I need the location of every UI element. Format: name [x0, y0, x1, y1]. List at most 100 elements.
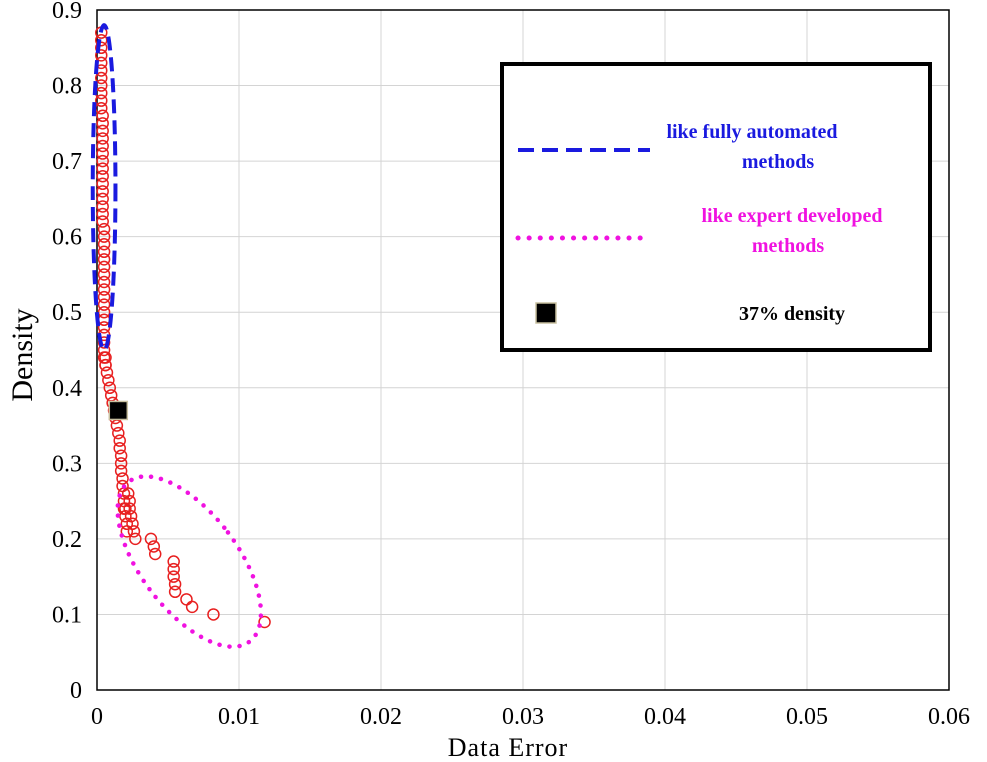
x-axis-label: Data Error [448, 733, 568, 762]
x-tick-label: 0.05 [786, 704, 828, 730]
data-point [97, 230, 111, 243]
data-point [96, 177, 109, 191]
data-point [112, 426, 125, 440]
data-point [144, 532, 158, 546]
x-tick-label: 0.06 [928, 704, 970, 730]
x-tick-label: 0.01 [218, 704, 260, 730]
data-point [102, 373, 115, 387]
data-point [97, 260, 111, 274]
data-point [129, 532, 142, 546]
y-tick-label: 0.5 [52, 300, 82, 326]
data-point [110, 419, 124, 432]
data-point [100, 366, 114, 379]
highlight-marker [108, 400, 129, 421]
data-point [96, 109, 109, 123]
y-tick-label: 0 [70, 678, 82, 704]
data-point [96, 132, 109, 145]
legend-expert-label: like expert developed [701, 205, 882, 227]
legend-box [500, 62, 932, 352]
tick-labels: 0 0.01 0.02 0.03 0.04 0.05 0.06 0 0.1 0.2 0.3 0.4 0.… [52, 0, 970, 730]
data-point [97, 298, 111, 311]
data-point [96, 185, 109, 198]
data-point [113, 434, 126, 447]
data-point [96, 139, 109, 153]
data-point [97, 283, 111, 296]
legend: like fully automated methods like expert… [500, 62, 932, 352]
data-point [103, 381, 117, 395]
data-point [97, 268, 111, 281]
data-point [127, 525, 141, 538]
data-point [119, 509, 132, 523]
data-points [95, 26, 271, 629]
y-axis-label: Density [6, 308, 39, 401]
data-point [95, 94, 108, 107]
data-point [113, 441, 126, 455]
y-tick-label: 0.8 [52, 74, 82, 100]
data-point [95, 41, 108, 55]
data-point [126, 517, 139, 531]
legend-automated-label-line2: methods [742, 151, 814, 173]
legend-square-marker [535, 302, 557, 324]
data-point [95, 49, 108, 62]
data-point [96, 169, 109, 183]
data-point [96, 162, 109, 175]
group-ellipses [90, 23, 264, 649]
data-point [120, 517, 134, 531]
data-point [258, 615, 271, 629]
x-tick-label: 0.02 [360, 704, 402, 730]
data-point [167, 570, 180, 583]
data-point [96, 147, 109, 160]
data-point [147, 540, 161, 553]
y-tick-label: 0.2 [52, 527, 82, 553]
data-point [97, 275, 111, 289]
data-point [95, 33, 108, 47]
x-tick-label: 0 [91, 704, 103, 730]
data-point [148, 547, 162, 561]
plot-frame [96, 9, 950, 691]
data-point [116, 472, 129, 485]
data-point [168, 585, 182, 599]
data-point [96, 154, 109, 168]
data-point [114, 464, 128, 478]
data-point [97, 245, 111, 259]
y-tick-label: 0.4 [52, 376, 82, 402]
data-point [167, 562, 180, 576]
legend-automated-label: like fully automated [666, 121, 837, 143]
data-point [97, 336, 111, 349]
legend-density-label: 37% density [739, 303, 845, 325]
data-point [99, 358, 112, 372]
data-point [96, 207, 109, 221]
data-point [96, 192, 109, 206]
y-tick-label: 0.7 [52, 149, 82, 175]
data-point [167, 555, 180, 568]
y-tick-label: 0.1 [52, 602, 82, 628]
y-tick-label: 0.9 [52, 0, 82, 24]
data-point [99, 351, 112, 364]
data-point [123, 502, 136, 515]
y-tick-label: 0.6 [52, 225, 82, 251]
data-point [124, 509, 138, 523]
data-point [121, 487, 135, 500]
automated-methods-ellipse [90, 23, 118, 352]
data-point [97, 343, 111, 357]
data-point [95, 71, 108, 85]
data-point [180, 593, 193, 606]
data-point [114, 449, 128, 463]
data-point [97, 222, 111, 236]
data-point [114, 457, 128, 470]
data-point [97, 237, 111, 251]
data-point [207, 608, 220, 621]
data-point [97, 290, 111, 304]
data-point [185, 600, 199, 614]
data-point [96, 117, 109, 130]
data-point [96, 124, 109, 138]
data-point [104, 389, 118, 402]
y-tick-label: 0.3 [52, 451, 82, 477]
data-point [97, 253, 111, 266]
legend-expert-label-line2: methods [752, 235, 824, 257]
expert-methods-ellipse [115, 474, 264, 649]
x-tick-label: 0.03 [502, 704, 544, 730]
data-point [168, 577, 182, 591]
data-point [123, 494, 136, 508]
